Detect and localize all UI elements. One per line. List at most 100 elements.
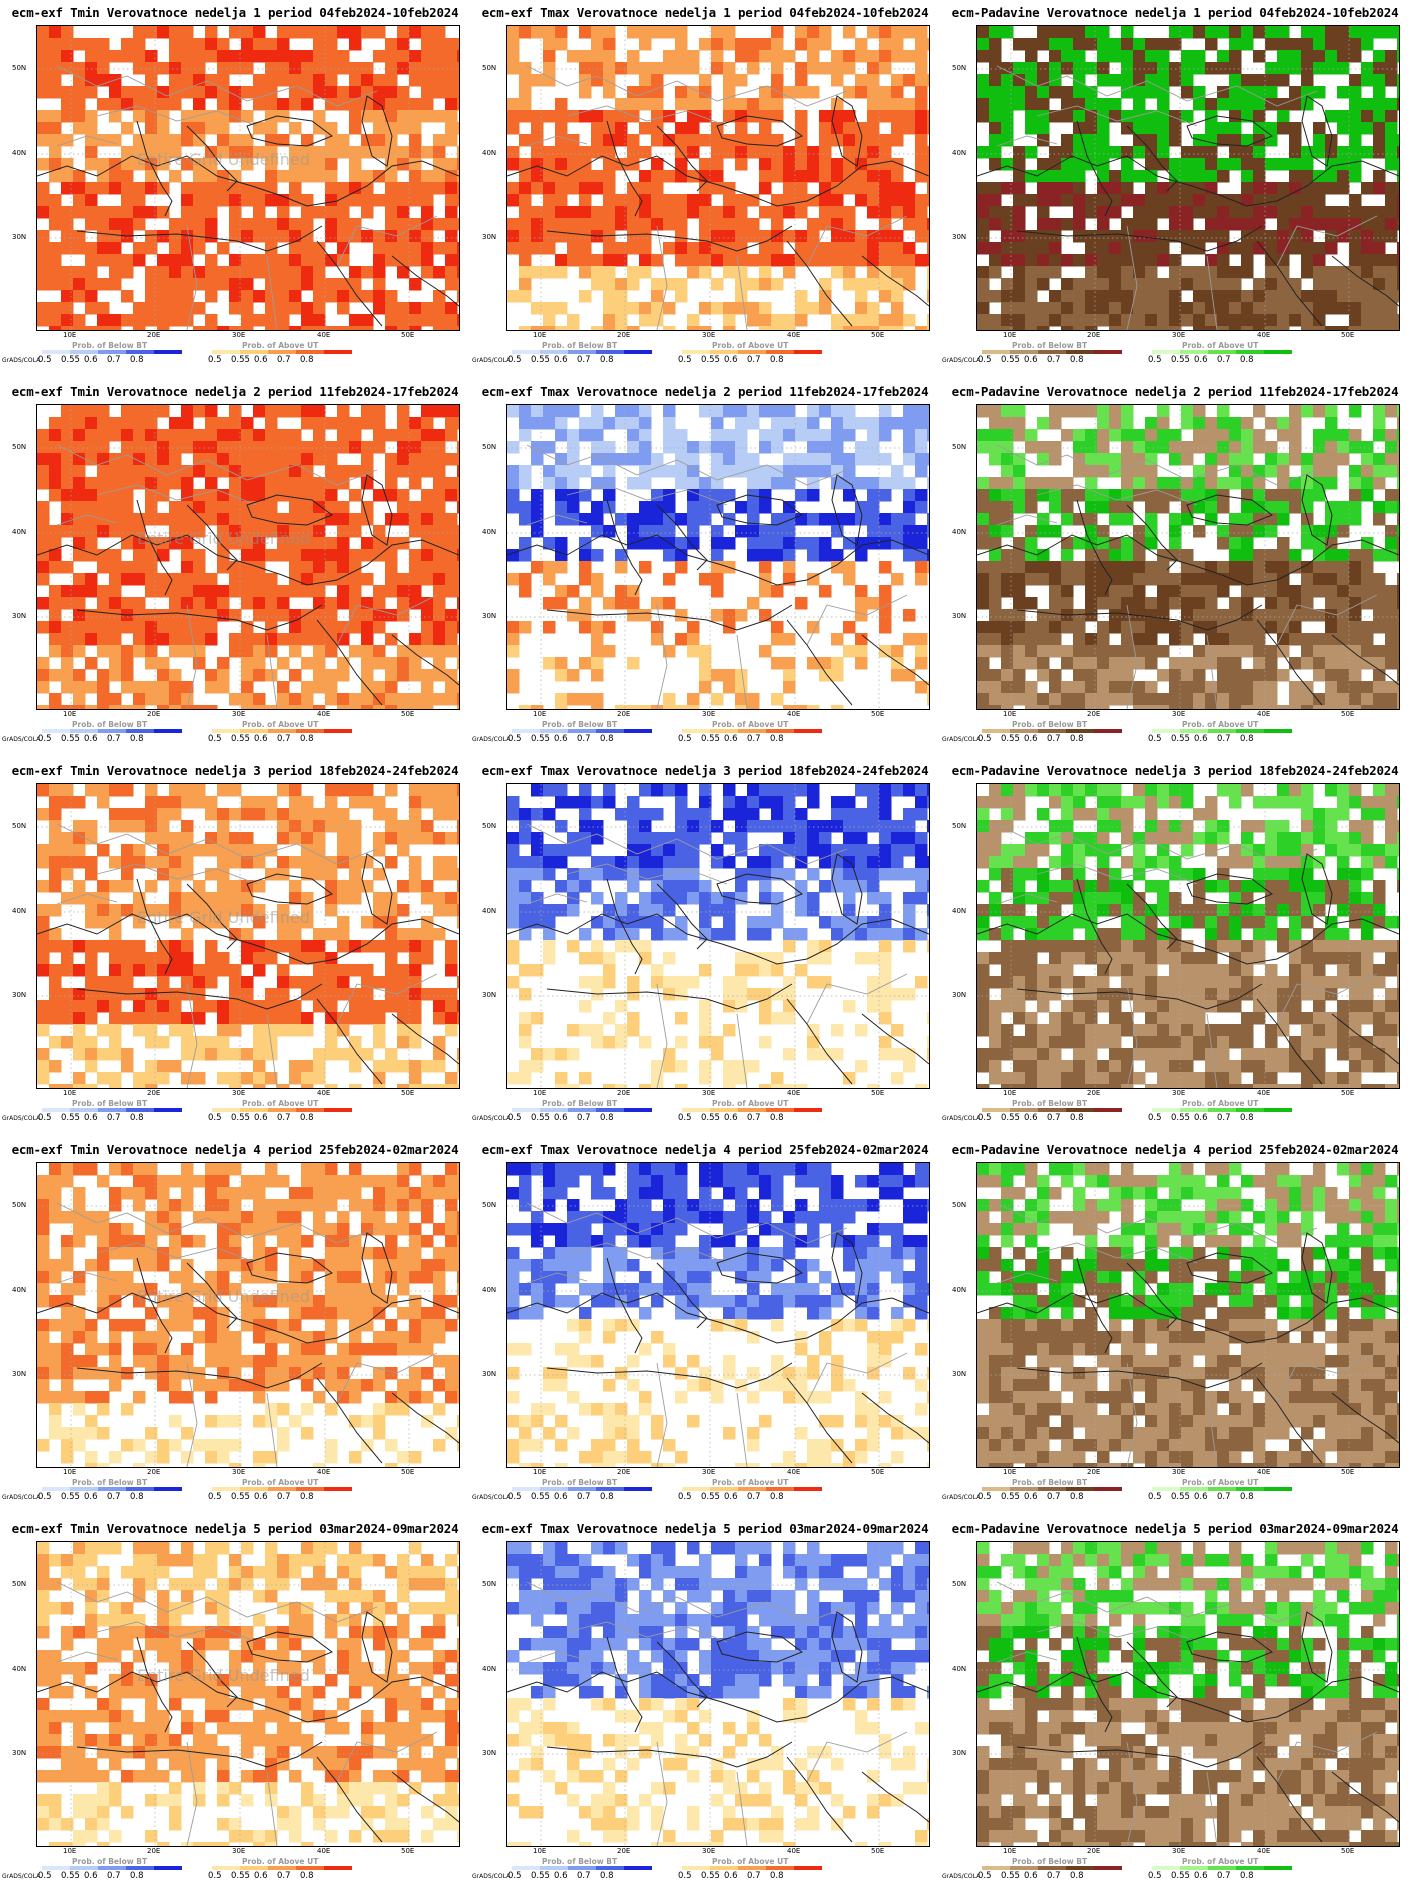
longitude-label: 30E <box>702 1089 716 1097</box>
probability-map <box>976 1162 1400 1468</box>
longitude-label: 40E <box>1257 1089 1271 1097</box>
legend-tick: 0.6 <box>84 1492 98 1502</box>
legend-tick: 0.8 <box>1070 355 1084 365</box>
legend-tick: 0.5 <box>508 1113 522 1123</box>
legend-tick: 0.55 <box>531 355 550 365</box>
latitude-label: 40N <box>482 907 497 915</box>
longitude-label: 30E <box>1172 710 1186 718</box>
longitude-label: 10E <box>1003 331 1017 339</box>
latitude-label: 30N <box>12 612 27 620</box>
legend-tick: 0.5 <box>1148 734 1162 744</box>
legend-tick: 0.5 <box>978 355 992 365</box>
legend-tick: 0.5 <box>678 1113 692 1123</box>
below-color-bar <box>42 729 182 733</box>
longitude-label: 10E <box>533 1089 547 1097</box>
forecast-panel-tmax-week2: ecm-exf Tmax Verovatnoce nedelja 2 perio… <box>470 379 940 758</box>
longitude-label: 30E <box>232 710 246 718</box>
latitude-label: 30N <box>952 612 967 620</box>
legend-tick: 0.5 <box>208 1113 222 1123</box>
legend-tick: 0.7 <box>747 1871 761 1881</box>
legend-tick: 0.6 <box>1194 355 1208 365</box>
legend-tick: 0.55 <box>1171 1871 1190 1881</box>
below-color-bar <box>512 350 652 354</box>
legend-tick: 0.7 <box>1047 1113 1061 1123</box>
latitude-label: 30N <box>482 1370 497 1378</box>
legend-tick: 0.5 <box>38 1871 52 1881</box>
below-color-bar <box>982 1487 1122 1491</box>
latitude-label: 40N <box>12 528 27 536</box>
longitude-label: 40E <box>787 710 801 718</box>
legend-tick: 0.8 <box>1240 1113 1254 1123</box>
legend-tick: 0.55 <box>61 1492 80 1502</box>
above-color-bar <box>1152 1108 1292 1112</box>
latitude-label: 40N <box>952 528 967 536</box>
latitude-label: 40N <box>952 1286 967 1294</box>
longitude-label: 40E <box>1257 710 1271 718</box>
longitude-label: 30E <box>1172 1468 1186 1476</box>
latitude-label: 30N <box>482 233 497 241</box>
below-color-bar <box>512 729 652 733</box>
legend-tick: 0.8 <box>130 734 144 744</box>
legend-tick: 0.6 <box>724 1871 738 1881</box>
below-color-bar <box>42 1108 182 1112</box>
probability-legend: GrADS/COLA Prob. of Below BT 0.5 0.55 0.6 0.7… <box>940 711 1410 755</box>
below-legend-title: Prob. of Below BT <box>542 720 618 729</box>
panel-title: ecm-Padavine Verovatnoce nedelja 4 perio… <box>951 1142 1399 1157</box>
panel-title: ecm-exf Tmin Verovatnoce nedelja 4 perio… <box>11 1142 459 1157</box>
legend-tick: 0.8 <box>600 1113 614 1123</box>
map-canvas <box>37 784 459 1088</box>
legend-tick: 0.5 <box>978 734 992 744</box>
longitude-label: 30E <box>702 331 716 339</box>
longitude-label: 50E <box>401 331 415 339</box>
longitude-label: 10E <box>63 1468 77 1476</box>
latitude-label: 30N <box>482 991 497 999</box>
panel-title: ecm-exf Tmax Verovatnoce nedelja 3 perio… <box>481 763 929 778</box>
legend-tick: 0.5 <box>38 355 52 365</box>
legend-tick: 0.6 <box>1194 734 1208 744</box>
longitude-label: 40E <box>1257 331 1271 339</box>
legend-tick: 0.55 <box>1001 1113 1020 1123</box>
probability-map <box>976 404 1400 710</box>
forecast-panel-tmin-week5: ecm-exf Tmin Verovatnoce nedelja 5 perio… <box>0 1516 470 1895</box>
panel-title: ecm-exf Tmax Verovatnoce nedelja 2 perio… <box>481 384 929 399</box>
probability-legend: GrADS/COLA Prob. of Below BT 0.5 0.55 0.6 0.7… <box>470 332 940 376</box>
below-legend-title: Prob. of Below BT <box>1012 720 1088 729</box>
latitude-label: 50N <box>12 64 27 72</box>
legend-tick: 0.5 <box>978 1113 992 1123</box>
below-legend-title: Prob. of Below BT <box>72 341 148 350</box>
map-canvas <box>977 26 1399 330</box>
legend-tick: 0.55 <box>61 734 80 744</box>
latitude-label: 50N <box>952 64 967 72</box>
below-legend-title: Prob. of Below BT <box>1012 341 1088 350</box>
legend-tick: 0.55 <box>61 1113 80 1123</box>
legend-tick: 0.5 <box>208 1492 222 1502</box>
below-color-bar <box>512 1108 652 1112</box>
above-color-bar <box>682 350 822 354</box>
longitude-label: 50E <box>871 710 885 718</box>
legend-tick: 0.6 <box>554 1871 568 1881</box>
map-canvas <box>507 1542 929 1846</box>
legend-tick: 0.7 <box>277 355 291 365</box>
latitude-label: 50N <box>952 1580 967 1588</box>
grads-credit: GrADS/COLA <box>2 736 41 743</box>
legend-tick: 0.7 <box>107 1871 121 1881</box>
longitude-label: 10E <box>1003 710 1017 718</box>
above-legend-title: Prob. of Above UT <box>712 720 789 729</box>
legend-tick: 0.5 <box>978 1492 992 1502</box>
above-legend-title: Prob. of Above UT <box>242 720 319 729</box>
below-color-bar <box>42 1487 182 1491</box>
probability-map <box>506 404 930 710</box>
legend-tick: 0.8 <box>130 1871 144 1881</box>
above-legend-title: Prob. of Above UT <box>242 1478 319 1487</box>
latitude-label: 50N <box>12 1580 27 1588</box>
legend-tick: 0.6 <box>1024 355 1038 365</box>
longitude-label: 40E <box>1257 1847 1271 1855</box>
above-color-bar <box>212 1487 352 1491</box>
legend-tick: 0.6 <box>724 734 738 744</box>
probability-legend: GrADS/COLA Prob. of Below BT 0.5 0.55 0.6 0.7… <box>940 1848 1410 1892</box>
legend-tick: 0.7 <box>747 355 761 365</box>
longitude-label: 20E <box>147 1468 161 1476</box>
longitude-label: 20E <box>1087 710 1101 718</box>
latitude-label: 40N <box>12 1665 27 1673</box>
